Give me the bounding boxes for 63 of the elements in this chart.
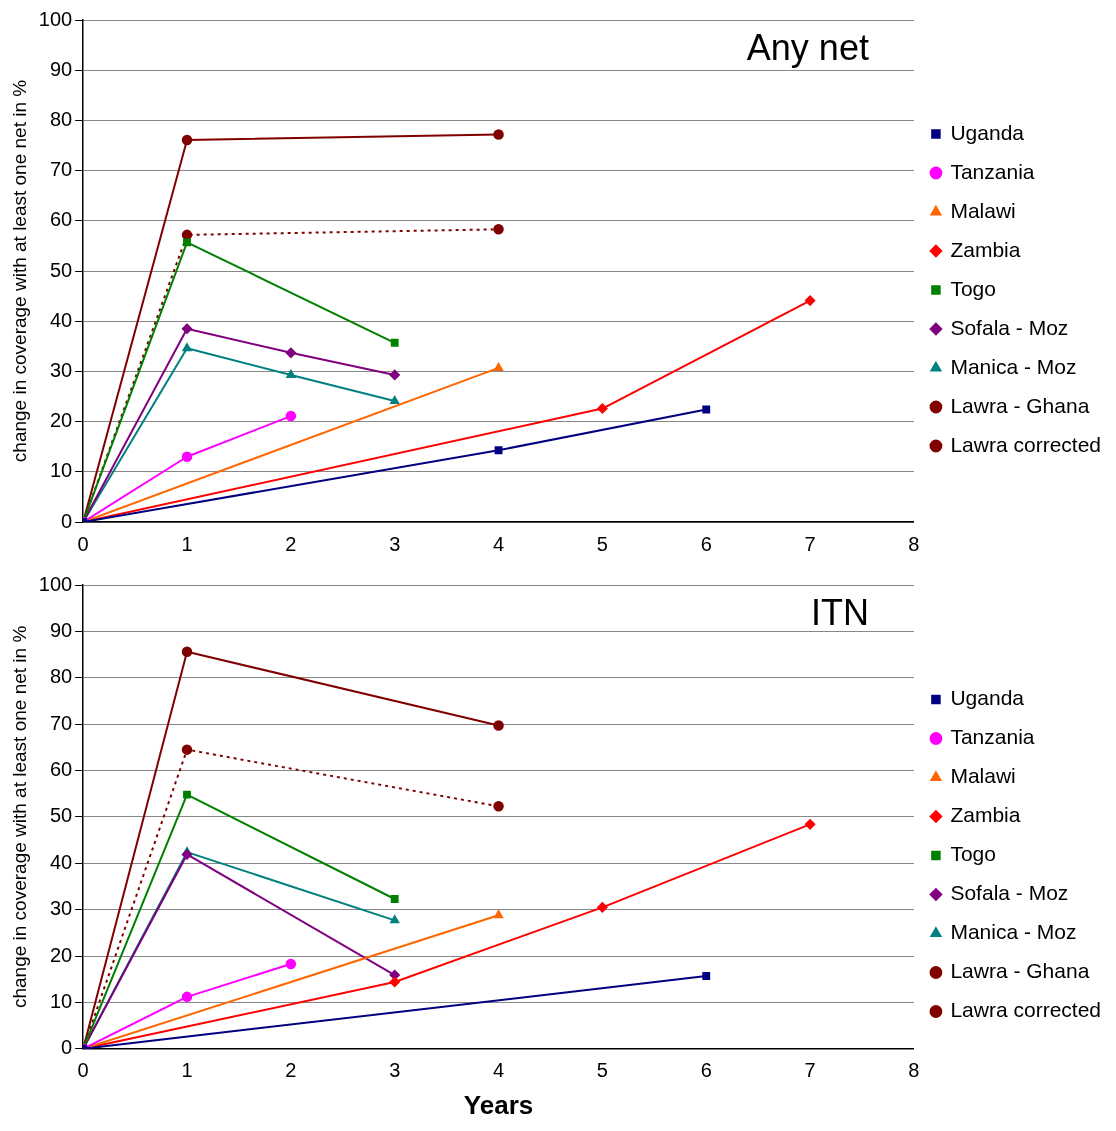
- legend-label: Lawra corrected: [950, 998, 1102, 1022]
- legend-label: Lawra corrected: [950, 432, 1102, 456]
- x-tick-label: 0: [77, 532, 89, 555]
- x-tick-label: 0: [77, 1059, 89, 1082]
- y-tick-label: 90: [49, 57, 73, 80]
- x-tick-label: 4: [492, 1059, 505, 1082]
- y-tick-label: 0: [61, 509, 73, 532]
- x-tick-label: 4: [492, 532, 505, 555]
- x-tick-label: 8: [908, 532, 920, 555]
- y-tick-label: 0: [61, 1036, 73, 1059]
- y-tick-label: 30: [49, 897, 73, 920]
- x-tick-label: 1: [181, 532, 193, 555]
- chart-title: ITN: [810, 591, 869, 633]
- y-tick-label: 70: [49, 711, 73, 734]
- x-tick-label: 6: [700, 532, 712, 555]
- legend-label: Tanzania: [950, 725, 1035, 749]
- x-tick-label: 2: [285, 532, 297, 555]
- y-tick-label: 20: [49, 943, 73, 966]
- legend-label: Zambia: [950, 237, 1021, 261]
- legend-label: Malawi: [950, 764, 1016, 788]
- x-tick-label: 7: [804, 1059, 816, 1082]
- legend-label: Tanzania: [950, 159, 1035, 183]
- y-tick-label: 70: [49, 158, 73, 181]
- x-tick-label: 8: [908, 1059, 920, 1082]
- y-tick-label: 10: [49, 989, 73, 1012]
- y-tick-label: 80: [49, 107, 73, 130]
- x-tick-label: 6: [700, 1059, 712, 1082]
- y-tick-label: 40: [49, 850, 73, 873]
- x-axis-title: Years: [463, 1089, 534, 1120]
- y-axis-title: change in coverage with at least one net in %: [8, 79, 30, 463]
- x-tick-label: 5: [596, 532, 608, 555]
- y-tick-label: 20: [49, 409, 73, 432]
- legend-label: Togo: [950, 276, 996, 300]
- y-tick-label: 60: [49, 208, 73, 231]
- y-tick-label: 10: [49, 459, 73, 482]
- legend-label: Sofala - Moz: [950, 881, 1069, 905]
- legend-label: Malawi: [950, 198, 1016, 222]
- y-tick-label: 30: [49, 358, 73, 381]
- y-tick-label: 40: [49, 308, 73, 331]
- legend-label: Togo: [950, 842, 996, 866]
- x-tick-label: 3: [389, 532, 401, 555]
- y-tick-label: 90: [49, 618, 73, 641]
- y-tick-label: 100: [38, 7, 73, 30]
- y-tick-label: 50: [49, 804, 73, 827]
- y-tick-label: 60: [49, 758, 73, 781]
- x-tick-label: 2: [285, 1059, 297, 1082]
- y-tick-label: 50: [49, 258, 73, 281]
- legend-label: Sofala - Moz: [950, 315, 1069, 339]
- legend-label: Lawra - Ghana: [950, 959, 1090, 983]
- chart-title: Any net: [746, 26, 869, 68]
- x-tick-label: 5: [596, 1059, 608, 1082]
- y-tick-label: 80: [49, 665, 73, 688]
- legend-label: Manica - Moz: [950, 920, 1077, 944]
- legend-label: Manica - Moz: [950, 354, 1077, 378]
- x-tick-label: 7: [804, 532, 816, 555]
- y-tick-label: 100: [38, 572, 73, 595]
- legend-label: Uganda: [950, 120, 1025, 144]
- legend-label: Uganda: [950, 686, 1025, 710]
- x-tick-label: 3: [389, 1059, 401, 1082]
- legend-label: Zambia: [950, 803, 1021, 827]
- y-axis-title: change in coverage with at least one net in %: [8, 625, 30, 1009]
- legend-label: Lawra - Ghana: [950, 393, 1090, 417]
- x-tick-label: 1: [181, 1059, 193, 1082]
